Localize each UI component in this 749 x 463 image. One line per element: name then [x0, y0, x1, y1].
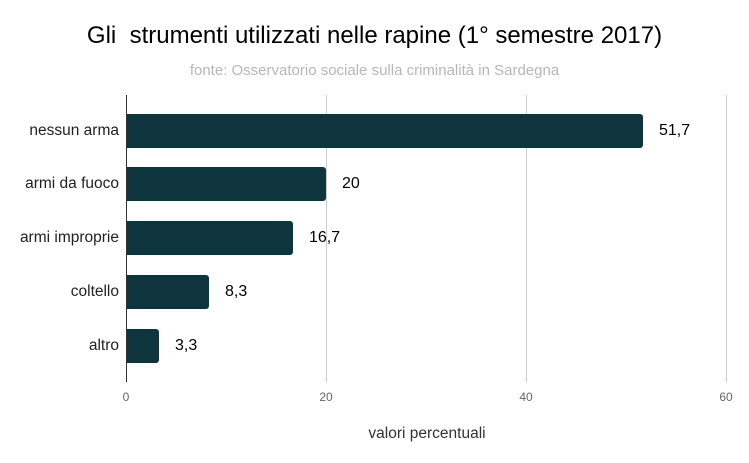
bar-coltello — [126, 275, 209, 309]
bar-altro — [126, 329, 159, 363]
plot-area: 51,7 20 16,7 8,3 3,3 — [126, 95, 727, 382]
gridline-40 — [526, 95, 527, 382]
x-tick-label: 60 — [719, 390, 733, 404]
value-label: 3,3 — [175, 337, 198, 354]
chart-subtitle: fonte: Osservatorio sociale sulla crimin… — [189, 62, 560, 79]
category-label: coltello — [70, 283, 119, 300]
value-label: 16,7 — [309, 229, 341, 246]
y-axis-line — [126, 95, 127, 382]
value-label: 51,7 — [659, 122, 691, 139]
bar-nessun-arma — [126, 114, 643, 148]
chart-title: Gli strumenti utilizzati nelle rapine (1… — [86, 22, 663, 49]
value-label: 20 — [342, 175, 360, 192]
gridline-60 — [726, 95, 727, 382]
x-axis-title: valori percentuali — [368, 425, 486, 442]
category-label: armi da fuoco — [25, 175, 119, 192]
x-tick-label: 20 — [319, 390, 333, 404]
bar-armi-da-fuoco — [126, 167, 326, 201]
x-tick-label: 0 — [122, 390, 130, 404]
value-label: 8,3 — [225, 283, 248, 300]
x-tick-label: 40 — [519, 390, 533, 404]
category-label: nessun arma — [29, 122, 119, 139]
category-label: armi improprie — [19, 229, 119, 246]
bar-armi-improprie — [126, 221, 293, 255]
gridline-20 — [326, 95, 327, 382]
category-label: altro — [88, 337, 119, 354]
